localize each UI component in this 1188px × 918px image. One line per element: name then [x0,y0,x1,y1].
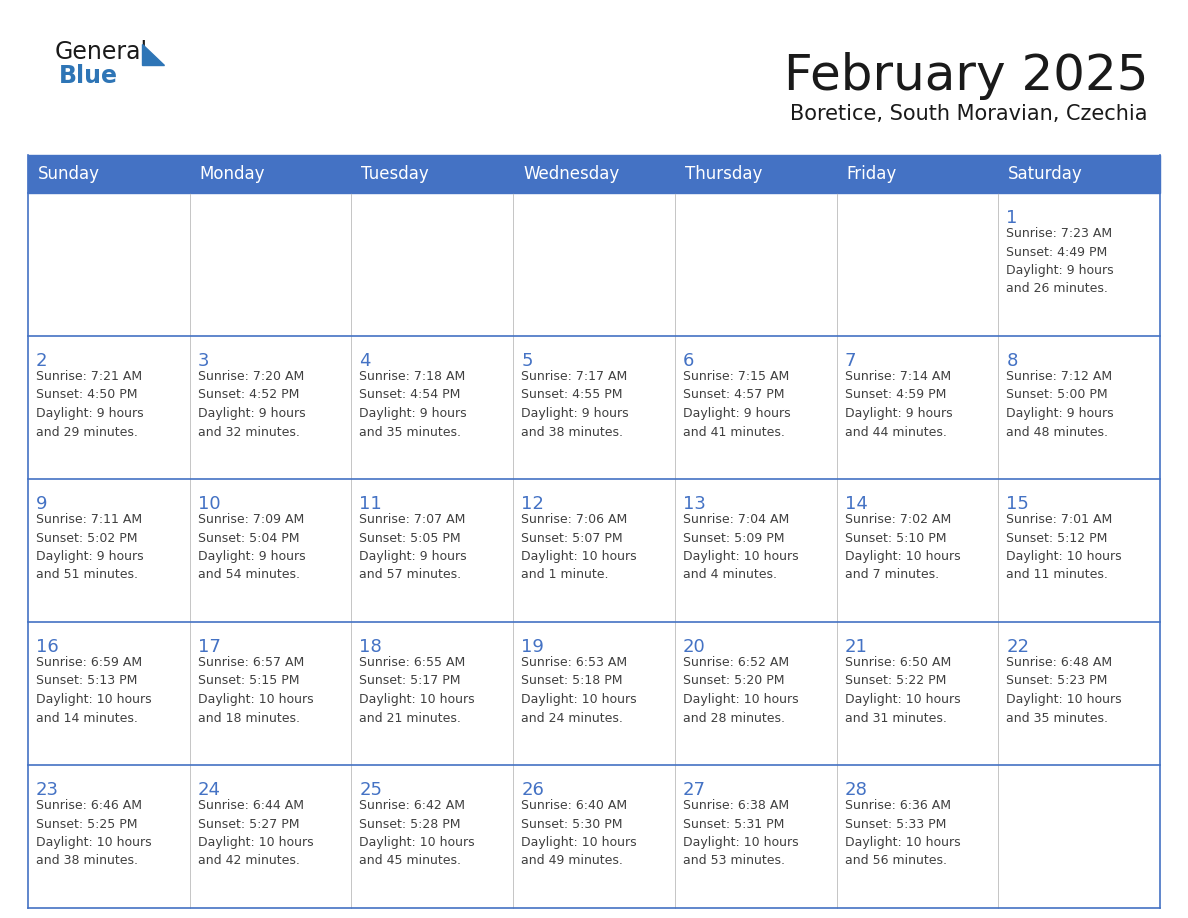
Text: Sunrise: 6:38 AM
Sunset: 5:31 PM
Daylight: 10 hours
and 53 minutes.: Sunrise: 6:38 AM Sunset: 5:31 PM Dayligh… [683,799,798,868]
Text: 19: 19 [522,638,544,656]
Polygon shape [143,44,164,65]
Text: Sunrise: 6:42 AM
Sunset: 5:28 PM
Daylight: 10 hours
and 45 minutes.: Sunrise: 6:42 AM Sunset: 5:28 PM Dayligh… [360,799,475,868]
Text: Sunrise: 7:01 AM
Sunset: 5:12 PM
Daylight: 10 hours
and 11 minutes.: Sunrise: 7:01 AM Sunset: 5:12 PM Dayligh… [1006,513,1121,581]
Text: Sunrise: 6:59 AM
Sunset: 5:13 PM
Daylight: 10 hours
and 14 minutes.: Sunrise: 6:59 AM Sunset: 5:13 PM Dayligh… [36,656,152,724]
Text: General: General [55,40,148,64]
Text: Sunday: Sunday [38,165,100,183]
Text: Wednesday: Wednesday [523,165,619,183]
Text: Sunrise: 6:36 AM
Sunset: 5:33 PM
Daylight: 10 hours
and 56 minutes.: Sunrise: 6:36 AM Sunset: 5:33 PM Dayligh… [845,799,960,868]
Text: Sunrise: 6:40 AM
Sunset: 5:30 PM
Daylight: 10 hours
and 49 minutes.: Sunrise: 6:40 AM Sunset: 5:30 PM Dayligh… [522,799,637,868]
Text: Sunrise: 7:21 AM
Sunset: 4:50 PM
Daylight: 9 hours
and 29 minutes.: Sunrise: 7:21 AM Sunset: 4:50 PM Dayligh… [36,370,144,439]
Text: 8: 8 [1006,352,1018,370]
Text: 28: 28 [845,781,867,799]
Bar [29,336,1159,479]
Text: 1: 1 [1006,209,1018,227]
Text: Blue: Blue [59,64,118,88]
Text: 23: 23 [36,781,59,799]
Text: 26: 26 [522,781,544,799]
Text: Boretice, South Moravian, Czechia: Boretice, South Moravian, Czechia [790,104,1148,124]
Text: Sunrise: 6:48 AM
Sunset: 5:23 PM
Daylight: 10 hours
and 35 minutes.: Sunrise: 6:48 AM Sunset: 5:23 PM Dayligh… [1006,656,1121,724]
Text: 5: 5 [522,352,532,370]
Text: 27: 27 [683,781,706,799]
Text: 24: 24 [197,781,221,799]
Text: Sunrise: 7:18 AM
Sunset: 4:54 PM
Daylight: 9 hours
and 35 minutes.: Sunrise: 7:18 AM Sunset: 4:54 PM Dayligh… [360,370,467,439]
Text: 12: 12 [522,495,544,513]
Text: Friday: Friday [847,165,897,183]
Text: 25: 25 [360,781,383,799]
Text: Thursday: Thursday [684,165,763,183]
Text: Sunrise: 7:15 AM
Sunset: 4:57 PM
Daylight: 9 hours
and 41 minutes.: Sunrise: 7:15 AM Sunset: 4:57 PM Dayligh… [683,370,790,439]
Text: 9: 9 [36,495,48,513]
Text: 18: 18 [360,638,383,656]
Bar [29,155,1159,193]
Text: 10: 10 [197,495,220,513]
Text: Sunrise: 6:53 AM
Sunset: 5:18 PM
Daylight: 10 hours
and 24 minutes.: Sunrise: 6:53 AM Sunset: 5:18 PM Dayligh… [522,656,637,724]
Text: Sunrise: 7:11 AM
Sunset: 5:02 PM
Daylight: 9 hours
and 51 minutes.: Sunrise: 7:11 AM Sunset: 5:02 PM Dayligh… [36,513,144,581]
Text: Sunrise: 7:04 AM
Sunset: 5:09 PM
Daylight: 10 hours
and 4 minutes.: Sunrise: 7:04 AM Sunset: 5:09 PM Dayligh… [683,513,798,581]
Text: 14: 14 [845,495,867,513]
Text: Sunrise: 7:02 AM
Sunset: 5:10 PM
Daylight: 10 hours
and 7 minutes.: Sunrise: 7:02 AM Sunset: 5:10 PM Dayligh… [845,513,960,581]
Text: 2: 2 [36,352,48,370]
Text: Saturday: Saturday [1009,165,1083,183]
Text: Sunrise: 7:14 AM
Sunset: 4:59 PM
Daylight: 9 hours
and 44 minutes.: Sunrise: 7:14 AM Sunset: 4:59 PM Dayligh… [845,370,953,439]
Text: Sunrise: 6:52 AM
Sunset: 5:20 PM
Daylight: 10 hours
and 28 minutes.: Sunrise: 6:52 AM Sunset: 5:20 PM Dayligh… [683,656,798,724]
Text: 20: 20 [683,638,706,656]
Text: Sunrise: 7:23 AM
Sunset: 4:49 PM
Daylight: 9 hours
and 26 minutes.: Sunrise: 7:23 AM Sunset: 4:49 PM Dayligh… [1006,227,1114,296]
Text: Tuesday: Tuesday [361,165,429,183]
Text: 17: 17 [197,638,221,656]
Bar [29,622,1159,765]
Bar [29,479,1159,622]
Text: Sunrise: 7:12 AM
Sunset: 5:00 PM
Daylight: 9 hours
and 48 minutes.: Sunrise: 7:12 AM Sunset: 5:00 PM Dayligh… [1006,370,1114,439]
Text: 21: 21 [845,638,867,656]
Text: 7: 7 [845,352,857,370]
Text: 4: 4 [360,352,371,370]
Text: Sunrise: 7:17 AM
Sunset: 4:55 PM
Daylight: 9 hours
and 38 minutes.: Sunrise: 7:17 AM Sunset: 4:55 PM Dayligh… [522,370,628,439]
Text: 3: 3 [197,352,209,370]
Text: 16: 16 [36,638,58,656]
Text: Sunrise: 6:57 AM
Sunset: 5:15 PM
Daylight: 10 hours
and 18 minutes.: Sunrise: 6:57 AM Sunset: 5:15 PM Dayligh… [197,656,314,724]
Text: 6: 6 [683,352,694,370]
Text: Sunrise: 6:44 AM
Sunset: 5:27 PM
Daylight: 10 hours
and 42 minutes.: Sunrise: 6:44 AM Sunset: 5:27 PM Dayligh… [197,799,314,868]
Text: Sunrise: 7:07 AM
Sunset: 5:05 PM
Daylight: 9 hours
and 57 minutes.: Sunrise: 7:07 AM Sunset: 5:05 PM Dayligh… [360,513,467,581]
Text: February 2025: February 2025 [784,52,1148,100]
Bar [29,193,1159,336]
Text: Sunrise: 7:09 AM
Sunset: 5:04 PM
Daylight: 9 hours
and 54 minutes.: Sunrise: 7:09 AM Sunset: 5:04 PM Dayligh… [197,513,305,581]
Text: Sunrise: 7:20 AM
Sunset: 4:52 PM
Daylight: 9 hours
and 32 minutes.: Sunrise: 7:20 AM Sunset: 4:52 PM Dayligh… [197,370,305,439]
Text: 11: 11 [360,495,383,513]
Bar [29,765,1159,908]
Text: Sunrise: 6:55 AM
Sunset: 5:17 PM
Daylight: 10 hours
and 21 minutes.: Sunrise: 6:55 AM Sunset: 5:17 PM Dayligh… [360,656,475,724]
Text: Monday: Monday [200,165,265,183]
Text: 15: 15 [1006,495,1029,513]
Text: Sunrise: 6:50 AM
Sunset: 5:22 PM
Daylight: 10 hours
and 31 minutes.: Sunrise: 6:50 AM Sunset: 5:22 PM Dayligh… [845,656,960,724]
Text: 13: 13 [683,495,706,513]
Text: Sunrise: 6:46 AM
Sunset: 5:25 PM
Daylight: 10 hours
and 38 minutes.: Sunrise: 6:46 AM Sunset: 5:25 PM Dayligh… [36,799,152,868]
Text: 22: 22 [1006,638,1029,656]
Text: Sunrise: 7:06 AM
Sunset: 5:07 PM
Daylight: 10 hours
and 1 minute.: Sunrise: 7:06 AM Sunset: 5:07 PM Dayligh… [522,513,637,581]
